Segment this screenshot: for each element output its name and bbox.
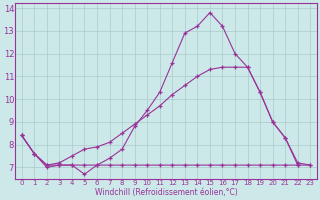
X-axis label: Windchill (Refroidissement éolien,°C): Windchill (Refroidissement éolien,°C)	[95, 188, 237, 197]
